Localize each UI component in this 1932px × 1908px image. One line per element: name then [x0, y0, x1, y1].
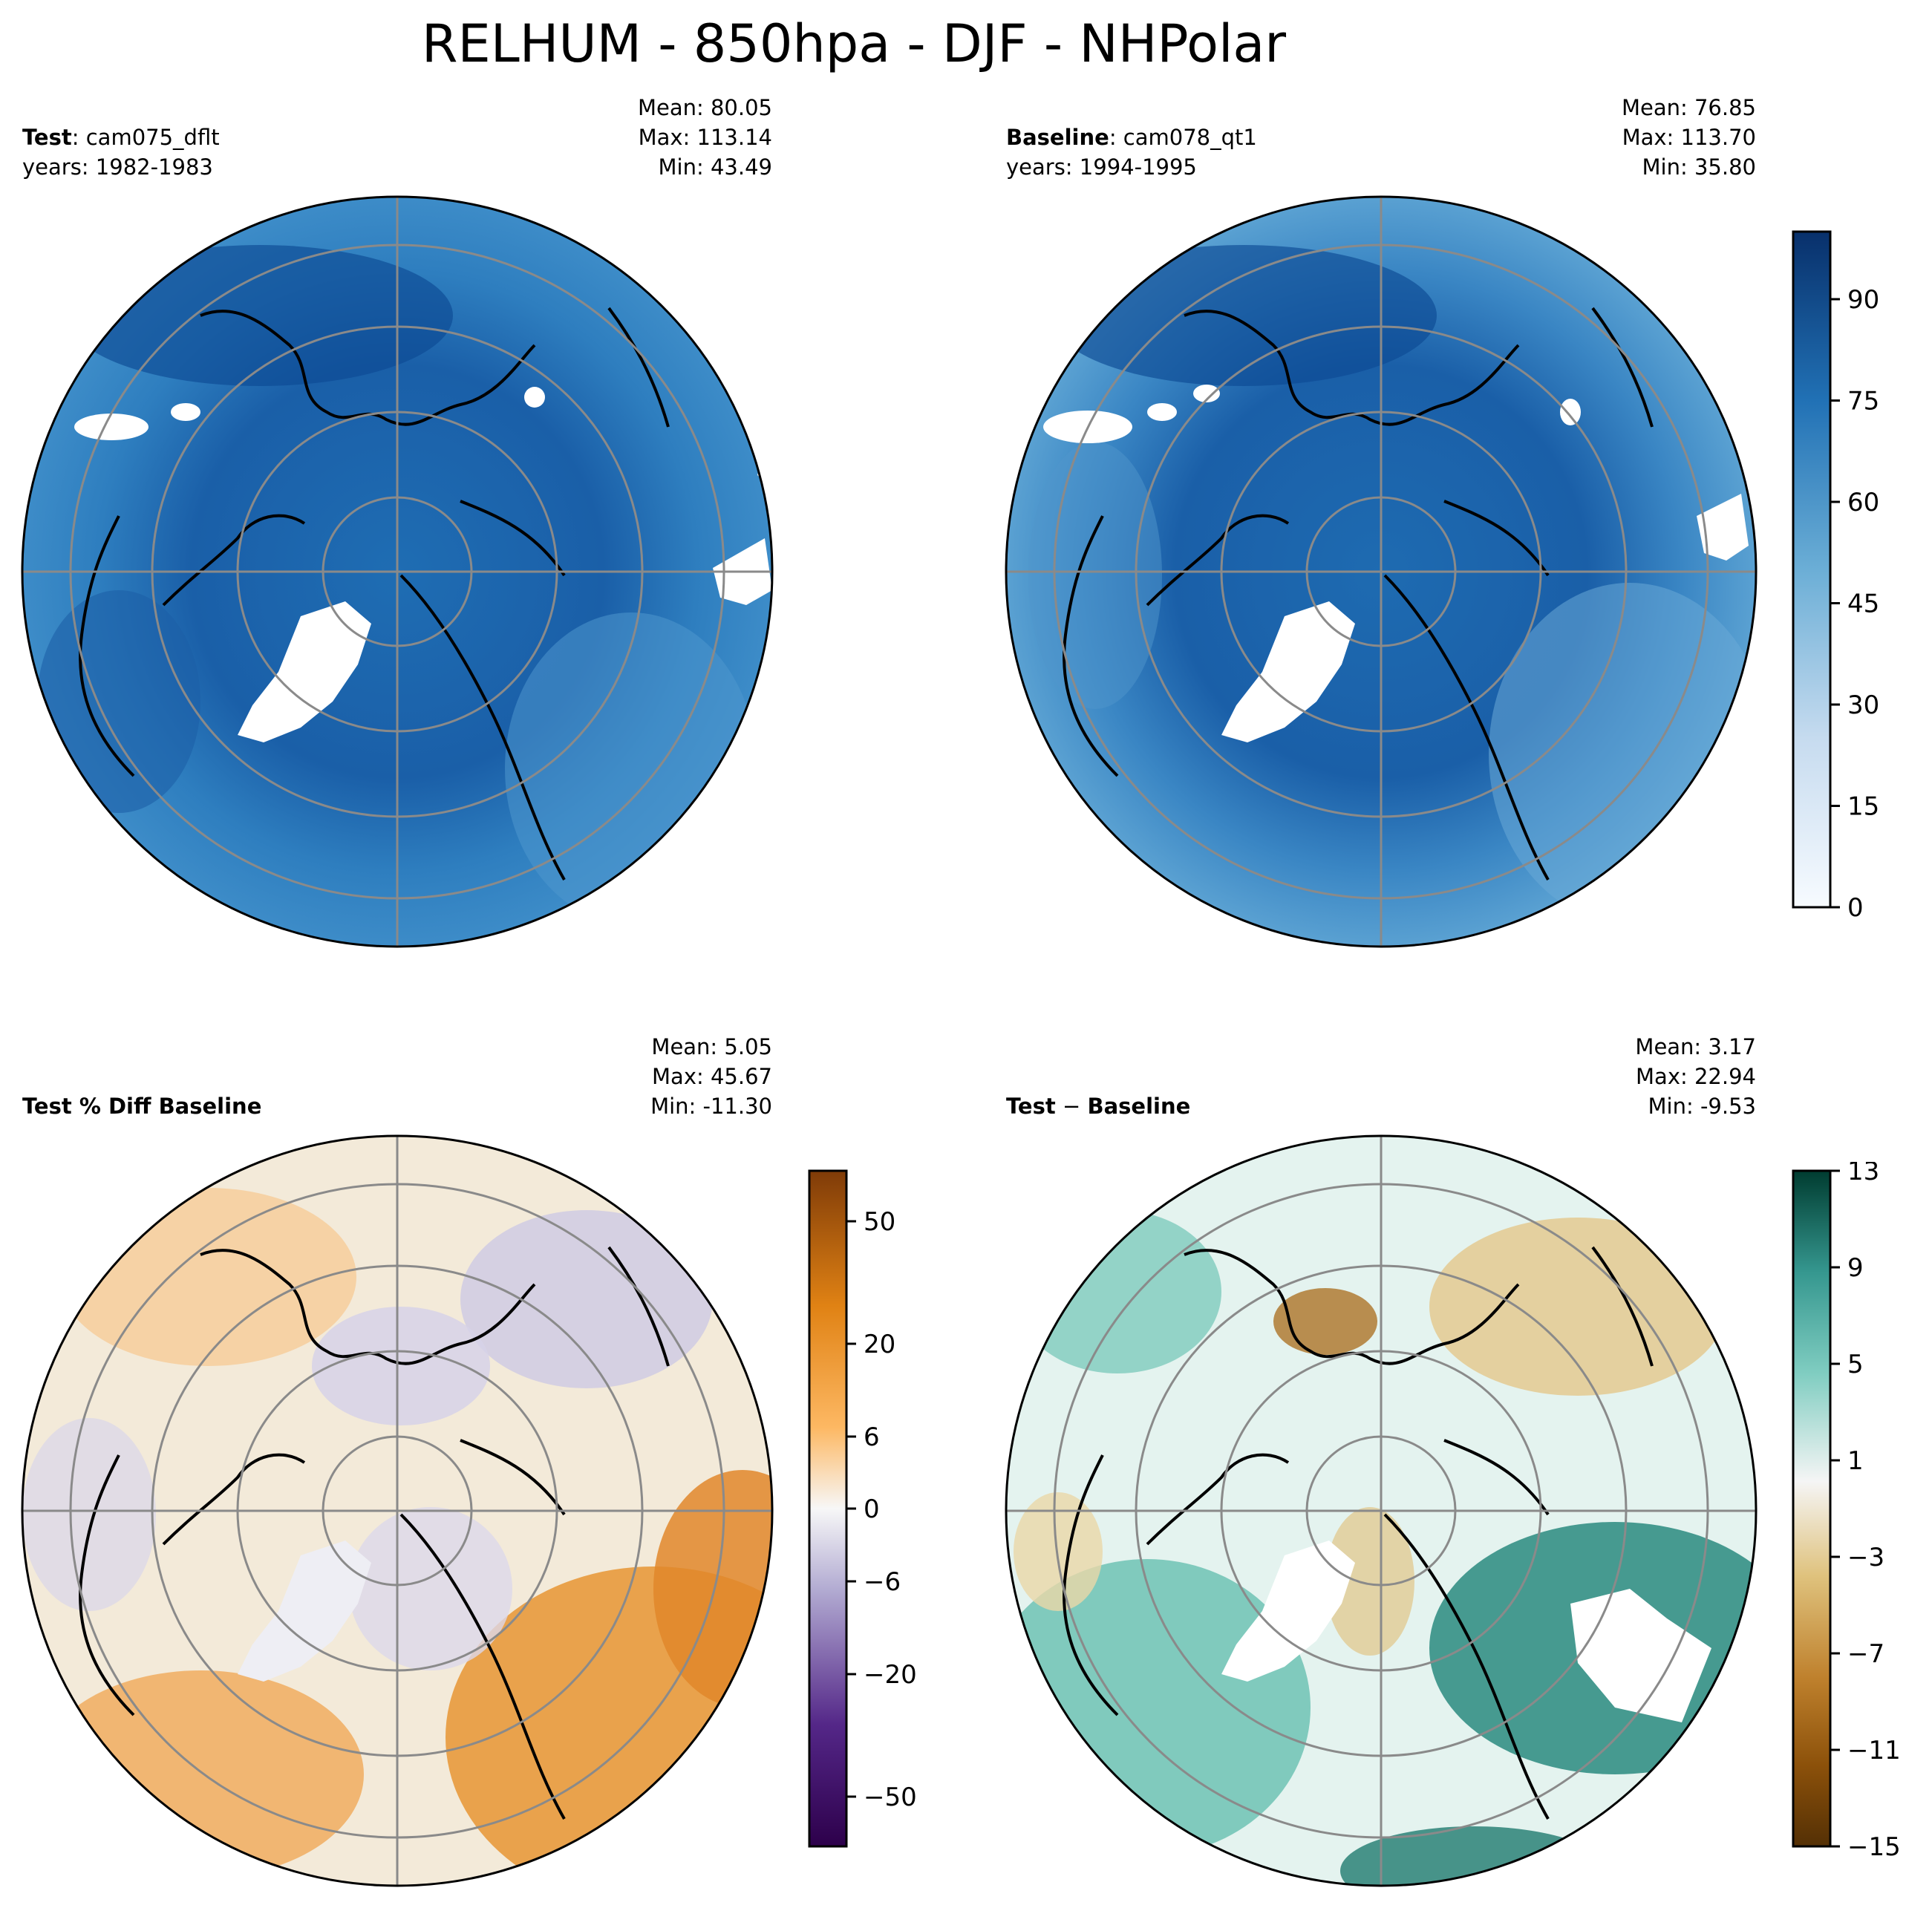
- pctdiff-label: Test % Diff Baseline: [22, 1094, 262, 1119]
- diff-mean: Mean: 3.17: [1635, 1034, 1756, 1059]
- diff-colorbar-ramp: [1792, 1169, 1832, 1848]
- baseline-label-case: : cam078_qt1: [1109, 125, 1257, 150]
- figure-title: RELHUM - 850hpa - DJF - NHPolar: [421, 13, 1287, 74]
- main-colorbar-tick-label: 60: [1847, 488, 1879, 517]
- test-mean: Mean: 80.05: [637, 95, 772, 120]
- test-max: Max: 113.14: [638, 125, 772, 150]
- pct-colorbar-tick-label: −20: [864, 1660, 917, 1690]
- diff-polar-map: [1005, 1134, 1758, 1887]
- test-label-bold: Test: [22, 125, 72, 150]
- main-colorbar-tick-label: 45: [1847, 589, 1879, 619]
- diff-stats: Mean: 3.17 Max: 22.94 Min: -9.53: [1459, 1032, 1756, 1121]
- diff-colorbar-tick-label: −3: [1847, 1543, 1884, 1572]
- pctdiff-mean: Mean: 5.05: [651, 1034, 772, 1059]
- diff-greenland-mask: [1221, 1541, 1355, 1682]
- diff-colorbar-tick-label: 9: [1847, 1253, 1864, 1283]
- pct-colorbar: 50 20 6 0 −6 −20 −50: [808, 1169, 917, 1848]
- diff-label-baseline: Baseline: [1087, 1094, 1191, 1119]
- test-min: Min: 43.49: [658, 154, 772, 180]
- diff-label-test: Test: [1006, 1094, 1056, 1119]
- baseline-label: Baseline: cam078_qt1 years: 1994-1995: [1006, 122, 1257, 182]
- main-colorbar-tick-label: 90: [1847, 285, 1879, 315]
- diff-colorbar-tick-label: 5: [1847, 1350, 1864, 1379]
- diff-min: Min: -9.53: [1648, 1094, 1756, 1119]
- baseline-min: Min: 35.80: [1642, 154, 1756, 180]
- main-colorbar-tick-label: 75: [1847, 387, 1879, 416]
- test-map-boundary: [21, 195, 774, 948]
- pct-colorbar-tick-label: −50: [864, 1783, 917, 1812]
- diff-max: Max: 22.94: [1636, 1064, 1756, 1089]
- baseline-greenland-mask: [1221, 601, 1355, 742]
- pct-colorbar-ramp: [808, 1169, 848, 1848]
- baseline-label-bold: Baseline: [1006, 125, 1109, 150]
- pct-colorbar-tick-label: 0: [864, 1494, 880, 1524]
- test-label-case: : cam075_dflt: [71, 125, 220, 150]
- test-polar-map: [21, 195, 774, 948]
- main-colorbar-tick-label: 15: [1847, 792, 1879, 822]
- diff-colorbar-tick-label: 13: [1847, 1162, 1879, 1186]
- diff-label: Test − Baseline: [1006, 1091, 1190, 1121]
- diff-colorbar-tick-label: −7: [1847, 1639, 1884, 1669]
- diff-colorbar-tick-label: −15: [1847, 1832, 1901, 1862]
- test-years: years: 1982-1983: [22, 154, 213, 180]
- test-stats: Mean: 80.05 Max: 113.14 Min: 43.49: [475, 93, 772, 182]
- diff-colorbar-tick-label: 1: [1847, 1446, 1864, 1476]
- baseline-stats: Mean: 76.85 Max: 113.70 Min: 35.80: [1459, 93, 1756, 182]
- main-colorbar: 90 75 60 45 30 15 0: [1792, 230, 1879, 923]
- pct-colorbar-tick-label: 20: [864, 1330, 895, 1359]
- pct-colorbar-tick-label: 50: [864, 1207, 895, 1237]
- main-colorbar-tick-label: 30: [1847, 690, 1879, 720]
- test-graticule: [22, 197, 772, 947]
- diff-colorbar-tick-label: −11: [1847, 1736, 1901, 1765]
- pctdiff-min: Min: -11.30: [650, 1094, 772, 1119]
- baseline-mean: Mean: 76.85: [1621, 95, 1756, 120]
- test-label: Test: cam075_dflt years: 1982-1983: [22, 122, 220, 182]
- diff-graticule: [1006, 1136, 1756, 1886]
- pctdiff-polar-map: [21, 1134, 774, 1887]
- pctdiff-max: Max: 45.67: [652, 1064, 772, 1089]
- diff-label-sep: −: [1055, 1094, 1088, 1119]
- pctdiff-stats: Mean: 5.05 Max: 45.67 Min: -11.30: [475, 1032, 772, 1121]
- main-colorbar-ramp: [1792, 230, 1832, 909]
- baseline-years: years: 1994-1995: [1006, 154, 1197, 180]
- baseline-graticule: [1006, 197, 1756, 947]
- baseline-map-boundary: [1005, 195, 1758, 948]
- pct-colorbar-tick-label: −6: [864, 1567, 901, 1597]
- diff-colorbar: 13 9 5 1 −3 −7 −11 −15: [1792, 1162, 1901, 1862]
- baseline-max: Max: 113.70: [1622, 125, 1756, 150]
- pctdiff-graticule: [22, 1136, 772, 1886]
- test-greenland-mask: [238, 601, 371, 742]
- pctdiff-map-boundary: [21, 1134, 774, 1887]
- diff-map-boundary: [1005, 1134, 1758, 1887]
- main-colorbar-tick-label: 0: [1847, 893, 1864, 923]
- pct-colorbar-tick-label: 6: [864, 1422, 880, 1452]
- baseline-polar-map: [1005, 195, 1758, 948]
